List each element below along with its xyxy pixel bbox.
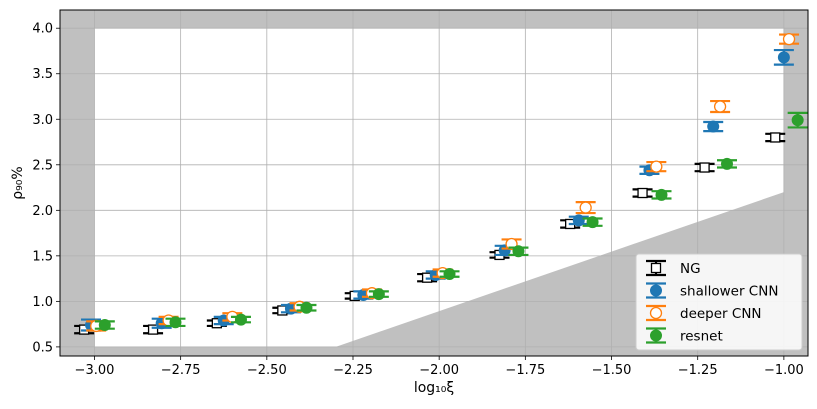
- series-2-point-9: [713, 100, 727, 113]
- x-tick-label-3: −2.25: [333, 363, 373, 378]
- shaded-region-0: [60, 10, 808, 29]
- series-0-point-8: [637, 187, 648, 199]
- series-3-point-4: [372, 288, 385, 301]
- series-1-point-9: [707, 120, 720, 133]
- x-tick-label-1: −2.75: [161, 363, 201, 378]
- x-tick-label-7: −1.25: [678, 363, 718, 378]
- series-3-point-2: [234, 313, 247, 326]
- x-axis-ticks: −3.00 −2.75 −2.50 −2.25 −2.00 −1.75 −1.50 −1.25…: [75, 356, 804, 378]
- y-axis-label: ρ₉₀%: [10, 166, 26, 199]
- y-tick-label-1: 1.0: [32, 295, 53, 310]
- x-axis-label: log₁₀ξ: [414, 380, 454, 396]
- series-0-point-1: [147, 324, 159, 335]
- series-3-point-6: [512, 245, 525, 258]
- series-3-point-7: [586, 216, 599, 229]
- data-series: [74, 32, 808, 335]
- series-3-point-10: [791, 114, 804, 127]
- legend-label-3: resnet: [680, 329, 723, 345]
- x-tick-label-6: −1.50: [592, 363, 632, 378]
- series-2-point-7: [579, 201, 592, 214]
- legend-marker-0: [650, 262, 662, 274]
- shaded-region-1: [60, 10, 95, 356]
- legend-label-1: shallower CNN: [680, 284, 778, 300]
- y-axis-ticks: 0.5 1.0 1.5 2.0 2.5 3.0 3.5 4.0: [32, 22, 60, 355]
- legend-marker-1: [650, 284, 662, 297]
- legend-label-2: deeper CNN: [680, 306, 762, 322]
- series-2-point-10: [782, 32, 796, 46]
- series-0-point-10: [770, 132, 781, 143]
- series-1-point-10: [777, 51, 790, 64]
- series-3-point-8: [655, 188, 668, 201]
- legend-marker-3: [650, 329, 662, 342]
- grid: [60, 10, 808, 356]
- legend-label-0: NG: [680, 261, 701, 277]
- x-tick-label-2: −2.50: [247, 363, 287, 378]
- x-tick-label-5: −1.75: [505, 363, 545, 378]
- series-3: [94, 111, 808, 332]
- series-0-point-9: [699, 162, 710, 173]
- plot-frame: [59, 9, 809, 357]
- y-tick-label-3: 2.0: [32, 204, 53, 219]
- series-3-point-9: [720, 157, 733, 170]
- x-tick-label-4: −2.00: [419, 363, 459, 378]
- legend: NG shallower CNN deeper CNN resnet: [635, 253, 803, 351]
- x-tick-label-0: −3.00: [75, 363, 115, 378]
- y-tick-label-4: 2.5: [32, 158, 53, 173]
- series-2-point-8: [650, 160, 663, 173]
- legend-marker-2: [649, 306, 663, 320]
- y-tick-label-7: 4.0: [32, 22, 53, 37]
- series-3-point-3: [300, 301, 313, 314]
- series-3-point-1: [169, 316, 182, 329]
- y-tick-label-6: 3.5: [32, 67, 53, 82]
- series-3-point-5: [443, 268, 456, 281]
- x-tick-label-8: −1.00: [764, 363, 804, 378]
- y-tick-label-5: 3.0: [32, 113, 53, 128]
- y-tick-label-2: 1.5: [32, 249, 53, 264]
- y-tick-label-0: 0.5: [32, 340, 53, 355]
- legend-box: [635, 253, 803, 351]
- series-3-point-0: [98, 319, 111, 332]
- series-1-point-7: [572, 214, 585, 227]
